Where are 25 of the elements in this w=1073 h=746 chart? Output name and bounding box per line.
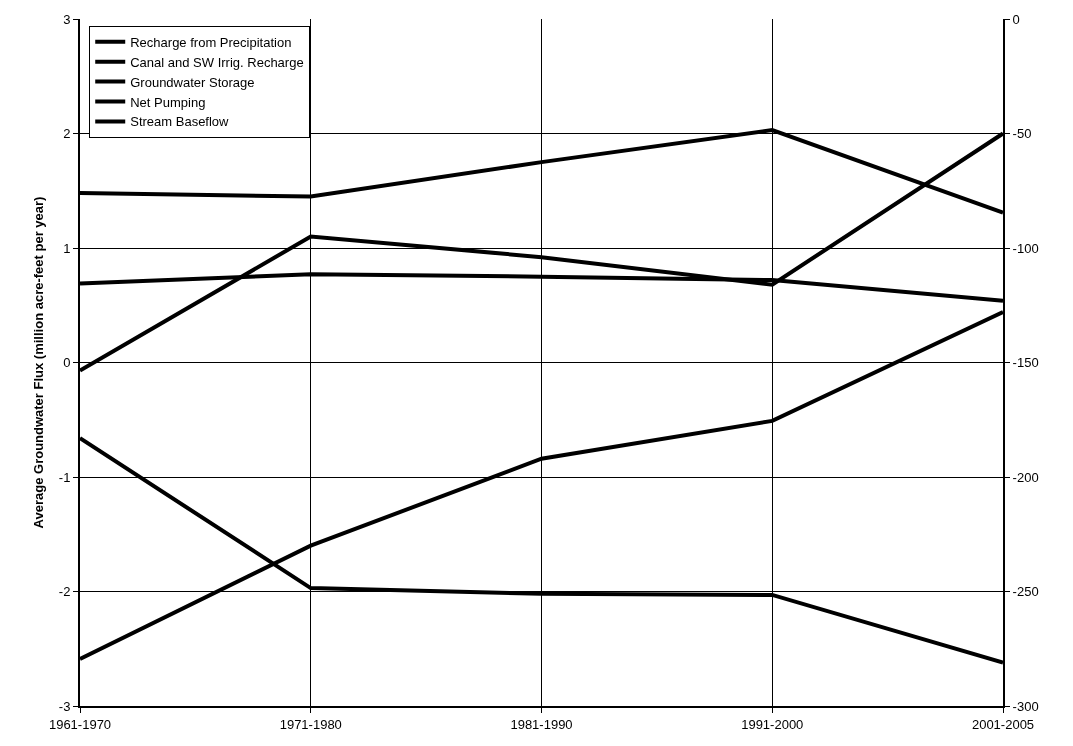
x-tick-label: 1971-1980 (279, 716, 342, 732)
legend-label: Stream Baseflow (130, 114, 230, 130)
legend-label: Recharge from Precipitation (130, 34, 292, 50)
y2-tick-label: -150 (1012, 355, 1039, 371)
legend-label: Canal and SW Irrig. Recharge (130, 54, 304, 70)
x-tick-label: 1991-2000 (741, 716, 804, 732)
x-tick-label: 1961-1970 (48, 716, 112, 732)
y2-tick-label: -200 (1012, 469, 1039, 485)
y-tick-label: -3 (58, 698, 71, 714)
y2-tick-label: 0 (1012, 11, 1020, 27)
x-tick-label: 2001-2005 (971, 716, 1035, 732)
y-tick-label: 2 (63, 126, 71, 142)
y-tick-label: 1 (63, 240, 71, 256)
y-tick-label: 0 (63, 355, 71, 371)
y-axis-title: Average Groundwater Flux (million acre-feet per year) (31, 196, 46, 529)
y-tick-label: 3 (63, 11, 71, 27)
legend-label: Groundwater Storage (130, 74, 255, 90)
y2-tick-label: -250 (1012, 584, 1039, 600)
y2-tick-label: -50 (1012, 126, 1032, 142)
x-tick-label: 1981-1990 (510, 716, 573, 732)
legend-label: Net Pumping (130, 94, 206, 110)
y-tick-label: -1 (58, 469, 71, 485)
y-tick-label: -2 (58, 584, 71, 600)
y2-tick-label: -100 (1012, 240, 1039, 256)
y2-tick-label: -300 (1012, 698, 1039, 714)
